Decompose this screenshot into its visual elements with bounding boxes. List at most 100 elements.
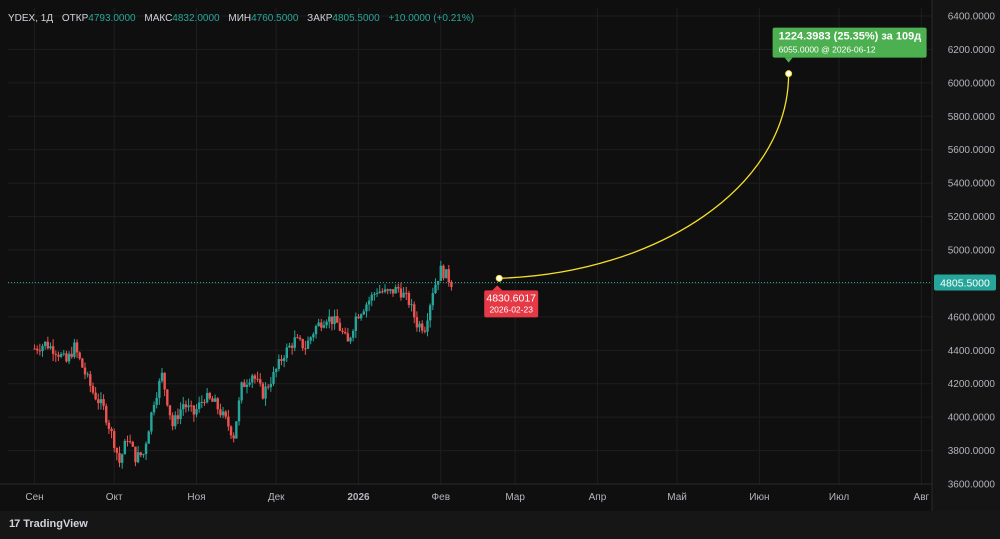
- x-tick-label: Май: [667, 492, 687, 503]
- candle-body: [309, 337, 312, 341]
- candle-body: [115, 447, 119, 453]
- candle-body: [415, 317, 419, 328]
- candle-body: [205, 393, 209, 403]
- candle-body: [232, 435, 235, 439]
- candle-body: [436, 281, 440, 285]
- last-price-badge: [934, 274, 996, 291]
- candle-body: [197, 402, 201, 409]
- price-axis-background: [932, 0, 1000, 511]
- candle-body: [89, 374, 92, 386]
- candle-body: [192, 405, 196, 415]
- candle-body: [418, 323, 421, 328]
- y-tick-label: 5800.0000: [948, 112, 996, 123]
- x-tick-label: 2026: [347, 492, 370, 503]
- candle-body: [120, 454, 124, 463]
- y-tick-label: 5600.0000: [948, 145, 996, 156]
- chart-canvas[interactable]: 6400.0000 6200.0000 6000.0000 5800.0000 5600…: [0, 0, 1000, 511]
- candle-body: [155, 397, 158, 406]
- candle-body: [70, 353, 73, 357]
- candle-body: [59, 354, 63, 357]
- candle-body: [139, 452, 142, 456]
- candle-body: [450, 282, 453, 288]
- candle-body: [168, 405, 172, 416]
- candle-body: [426, 320, 429, 332]
- candle-body: [240, 382, 243, 401]
- candle-body: [344, 332, 347, 334]
- candle-body: [341, 330, 344, 333]
- candle-body: [386, 289, 389, 291]
- candle-body: [78, 352, 81, 359]
- candle-body: [304, 348, 307, 350]
- candle-body: [126, 440, 129, 442]
- candle-body: [328, 316, 331, 322]
- low-value: 4760.5000: [251, 13, 299, 24]
- x-tick-label: Апр: [589, 492, 607, 503]
- plot-background: [0, 0, 1000, 511]
- close-label: ЗАКР: [307, 13, 333, 24]
- candle-body: [301, 339, 304, 349]
- candle-body: [152, 405, 156, 413]
- candle-body: [402, 292, 405, 298]
- y-tick-label: 4400.0000: [948, 346, 996, 357]
- candle-body: [399, 288, 403, 298]
- projection-end-point: [785, 70, 793, 78]
- candle-body: [131, 442, 134, 447]
- tradingview-icon: 17: [9, 518, 20, 530]
- candle-body: [62, 353, 65, 355]
- candle-body: [211, 398, 214, 402]
- candle-body: [195, 408, 198, 415]
- candle-body: [118, 452, 121, 463]
- candle-body: [320, 322, 323, 328]
- symbol-label[interactable]: YDEX, 1Д: [8, 13, 54, 24]
- candle-body: [359, 314, 363, 319]
- candle-body: [256, 378, 259, 380]
- candle-body: [389, 289, 392, 291]
- tradingview-logo[interactable]: 17 TradingView: [9, 518, 88, 530]
- y-tick-label: 5200.0000: [948, 212, 996, 223]
- candle-body: [174, 415, 177, 427]
- candle-body: [221, 411, 225, 416]
- end-date-label: 6055.0000 @ 2026-06-12: [779, 45, 876, 55]
- candle-body: [107, 422, 111, 429]
- candle-body: [216, 398, 219, 410]
- candle-body: [163, 372, 166, 390]
- candle-body: [105, 405, 108, 423]
- candle-body: [65, 353, 68, 362]
- candle-body: [200, 401, 204, 403]
- candle-body: [243, 382, 246, 387]
- candle-body: [142, 454, 145, 456]
- candle-body: [102, 399, 105, 406]
- candle-body: [442, 265, 445, 279]
- x-tick-label: Июн: [749, 492, 769, 503]
- candle-body: [290, 345, 294, 348]
- candle-body: [171, 415, 174, 427]
- candle-body: [33, 348, 36, 350]
- brand-label: TradingView: [23, 518, 88, 530]
- ohlc-legend: YDEX, 1Д ОТКР4793.0000 МАКС4832.0000 МИН…: [8, 13, 480, 24]
- change-value: +10.0000 (+0.21%): [388, 13, 475, 24]
- candle-body: [394, 287, 397, 294]
- y-tick-label: 5400.0000: [948, 179, 996, 190]
- candle-body: [251, 375, 254, 383]
- candle-body: [285, 347, 288, 359]
- candle-body: [373, 293, 376, 295]
- candle-body: [144, 443, 148, 455]
- candle-body: [113, 431, 116, 448]
- candle-body: [187, 405, 190, 408]
- start-badge-pointer: [492, 285, 503, 291]
- y-tick-label: 6000.0000: [948, 78, 996, 89]
- candle-body: [314, 326, 318, 335]
- candle-body: [136, 452, 140, 463]
- candle-body: [97, 399, 100, 404]
- candle-body: [38, 350, 42, 352]
- candle-body: [274, 368, 278, 372]
- candle-body: [410, 304, 413, 306]
- candle-body: [306, 340, 310, 349]
- candle-body: [383, 289, 387, 292]
- candle-body: [447, 269, 450, 283]
- candle-body: [54, 353, 57, 355]
- candle-body: [325, 321, 328, 326]
- x-tick-label: Авг: [914, 492, 930, 503]
- candle-body: [288, 345, 291, 348]
